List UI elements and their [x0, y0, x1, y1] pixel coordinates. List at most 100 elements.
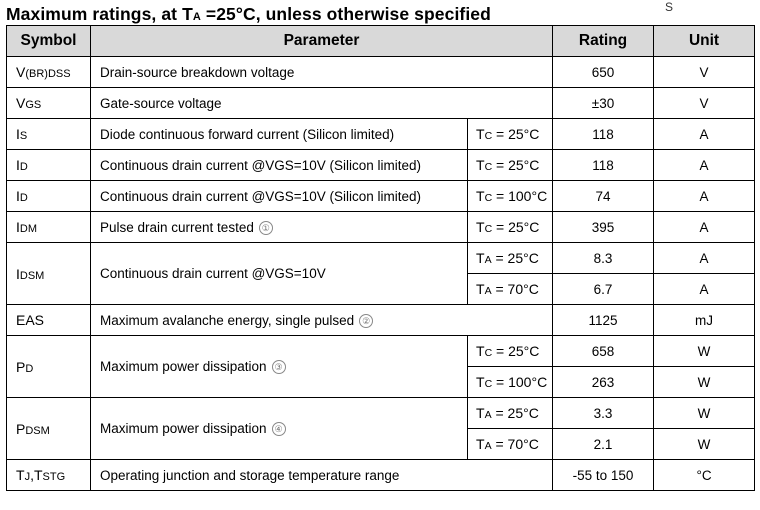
parameter-text: Maximum power dissipation — [100, 421, 267, 436]
condition-value: = 25°C — [492, 157, 540, 173]
condition-symbol: T — [476, 343, 485, 359]
table-row: EAS Maximum avalanche energy, single puls… — [6, 304, 756, 336]
parameter-cell: Maximum power dissipation ③ — [90, 335, 468, 398]
parameter-text: Diode continuous forward current (Silico… — [100, 126, 395, 142]
section-title: Maximum ratings, at TA =25°C, unless oth… — [6, 4, 491, 24]
rating-cell: -55 to 150 — [552, 459, 655, 491]
condition-cell: TA = 25°C — [466, 397, 554, 429]
table-row: TJ,TSTG Operating junction and storage te… — [6, 459, 756, 491]
corner-mark: S — [665, 0, 674, 14]
rating-cell: 118 — [552, 118, 655, 150]
unit-cell: A — [653, 149, 756, 181]
condition-subscript: C — [484, 378, 493, 390]
parameter-text: Continuous drain current @VGS=10V (Silic… — [100, 188, 421, 204]
symbol-subscript: DSM — [19, 269, 45, 282]
rating-cell: 263 — [552, 366, 655, 398]
condition-subscript: C — [484, 161, 493, 173]
table-row: PD Maximum power dissipation ③ TC = 25°C 658… — [6, 335, 756, 398]
symbol-subscript: J — [24, 471, 31, 483]
condition-symbol: T — [476, 374, 485, 390]
parameter-cell: Continuous drain current @VGS=10V (Silic… — [90, 149, 468, 181]
parameter-text: Operating junction and storage temperatu… — [100, 467, 400, 483]
symbol-cell: V(BR)DSS — [6, 56, 91, 88]
table-body: V(BR)DSS Drain-source breakdown voltage 65… — [6, 56, 756, 491]
symbol-cell: IS — [6, 118, 91, 150]
parameter-cell: Operating junction and storage temperatu… — [89, 459, 554, 491]
condition-value: = 25°C — [492, 126, 540, 142]
header-symbol: Symbol — [6, 25, 91, 57]
parameter-text: Continuous drain current @VGS=10V — [100, 266, 326, 281]
symbol-main: I — [16, 126, 20, 142]
footnote-marker: ③ — [271, 360, 286, 374]
condition-value: = 25°C — [491, 405, 539, 421]
symbol-cell: IDSM — [6, 242, 91, 305]
parameter-cell: Maximum power dissipation ④ — [90, 397, 468, 460]
condition-subscript: C — [484, 347, 493, 359]
table-row: IS Diode continuous forward current (Sili… — [6, 118, 756, 150]
table-row: PDSM Maximum power dissipation ④ TA = 25°C 3… — [6, 397, 756, 460]
condition-symbol: T — [476, 157, 485, 173]
parameter-text: Drain-source breakdown voltage — [100, 64, 295, 80]
symbol-subscript: D — [19, 161, 28, 173]
parameter-cell: Drain-source breakdown voltage — [89, 56, 554, 88]
parameter-text: Maximum power dissipation — [100, 359, 267, 374]
symbol-subscript: STG — [42, 471, 66, 483]
unit-cell: V — [653, 56, 756, 88]
unit-cell: °C — [653, 459, 756, 491]
symbol-main: EAS — [16, 312, 45, 328]
footnote-marker: ④ — [271, 422, 286, 436]
header-parameter: Parameter — [89, 25, 554, 57]
unit-cell: A — [653, 180, 756, 212]
table-row: ID Continuous drain current @VGS=10V (Sil… — [6, 149, 756, 181]
rating-cell: 6.7 — [552, 273, 655, 305]
rating-cell: 658 — [552, 335, 655, 367]
rating-cell: 1125 — [552, 304, 655, 336]
parameter-cell: Diode continuous forward current (Silico… — [90, 118, 468, 150]
condition-cell: TC = 25°C — [466, 118, 554, 150]
condition-cell: TC = 100°C — [466, 366, 554, 398]
rating-cell: 8.3 — [552, 242, 655, 274]
rating-cell: 395 — [552, 211, 655, 243]
symbol-subscript: DM — [19, 223, 37, 235]
symbol-cell: PD — [6, 335, 91, 398]
symbol-subscript: D — [19, 192, 28, 204]
unit-cell: W — [653, 366, 756, 398]
condition-cell: TA = 70°C — [466, 428, 554, 460]
symbol-main: I — [16, 219, 20, 235]
condition-value: = 25°C — [492, 343, 540, 359]
table-row: ID Continuous drain current @VGS=10V (Sil… — [6, 180, 756, 212]
unit-cell: mJ — [653, 304, 756, 336]
unit-cell: A — [653, 242, 756, 274]
parameter-text: Gate-source voltage — [100, 95, 222, 111]
rating-cell: 74 — [552, 180, 655, 212]
symbol-main: I — [16, 157, 20, 173]
condition-cell: TA = 25°C — [466, 242, 554, 274]
header-rating: Rating — [552, 25, 655, 57]
symbol-cell: VGS — [6, 87, 91, 119]
condition-subscript: A — [484, 254, 492, 266]
condition-cell: TC = 25°C — [466, 335, 554, 367]
rating-cell: 650 — [552, 56, 655, 88]
header-row: Symbol Parameter Rating Unit — [6, 25, 756, 57]
condition-cell: TC = 25°C — [466, 211, 554, 243]
symbol-cell: ID — [6, 180, 91, 212]
unit-cell: W — [653, 428, 756, 460]
condition-symbol: T — [476, 250, 485, 266]
symbol-subscript: GS — [25, 99, 42, 111]
symbol-main: T — [16, 467, 25, 483]
unit-cell: W — [653, 397, 756, 429]
symbol-cell: PDSM — [6, 397, 91, 460]
symbol-subscript: S — [19, 130, 28, 142]
condition-value: = 100°C — [492, 374, 548, 390]
table-row: IDM Pulse drain current tested ① TC = 25°C 3… — [6, 211, 756, 243]
table-row: TC = 100°C 263 W — [7, 366, 756, 398]
table-row: TA = 70°C 6.7 A — [7, 273, 756, 305]
condition-subscript: C — [484, 223, 493, 235]
symbol-main: I — [16, 265, 20, 282]
condition-subscript: C — [484, 192, 493, 204]
condition-value: = 100°C — [492, 188, 548, 204]
symbol-subscript: D — [25, 362, 34, 375]
unit-cell: A — [653, 118, 756, 150]
symbol-cell: EAS — [6, 304, 91, 336]
rating-cell: ±30 — [552, 87, 655, 119]
